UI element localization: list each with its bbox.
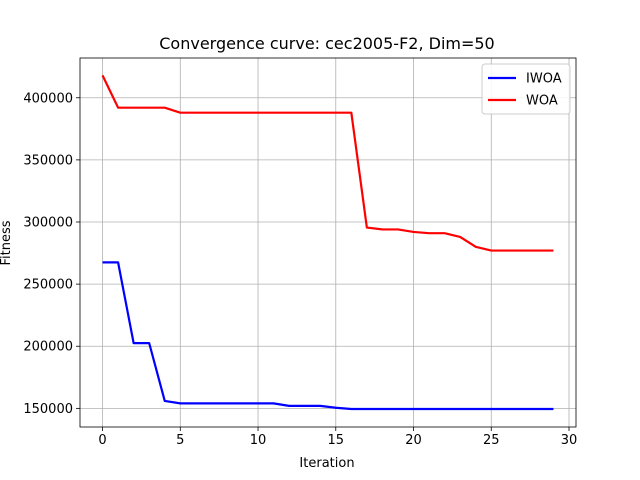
series-line-iwoa: [102, 261, 554, 411]
x-tick-label: 30: [561, 433, 578, 448]
y-axis-label: Fitness: [0, 220, 14, 265]
x-tick-label: 5: [176, 433, 184, 448]
x-tick-label: 10: [250, 433, 267, 448]
plot-frame: [79, 57, 577, 428]
x-tick-label: 20: [405, 433, 422, 448]
y-tick-label: 150000: [23, 402, 73, 417]
x-axis-ticks: 0 5 10 15 20 25 30: [98, 427, 577, 448]
legend-box: [481, 63, 571, 115]
y-tick-label: 400000: [23, 91, 73, 106]
y-axis-ticks: 150000 200000 250000 300000 350000 400000: [23, 91, 80, 417]
x-axis-label: Iteration: [299, 456, 354, 471]
legend-label-iwoa: IWOA: [526, 72, 562, 87]
legend-label-woa: WOA: [526, 94, 558, 109]
grid-lines: [80, 58, 576, 427]
series-line-woa: [101, 74, 554, 252]
legend: IWOA WOA: [481, 63, 571, 115]
chart-title: Convergence curve: cec2005-F2, Dim=50: [159, 34, 494, 53]
y-tick-label: 350000: [23, 153, 73, 168]
y-tick-label: 300000: [23, 216, 73, 231]
x-tick-label: 15: [328, 433, 345, 448]
y-tick-label: 250000: [23, 278, 73, 293]
y-tick-label: 200000: [23, 340, 73, 355]
series-lines: [101, 74, 554, 411]
x-tick-label: 25: [483, 433, 500, 448]
x-tick-label: 0: [98, 433, 106, 448]
